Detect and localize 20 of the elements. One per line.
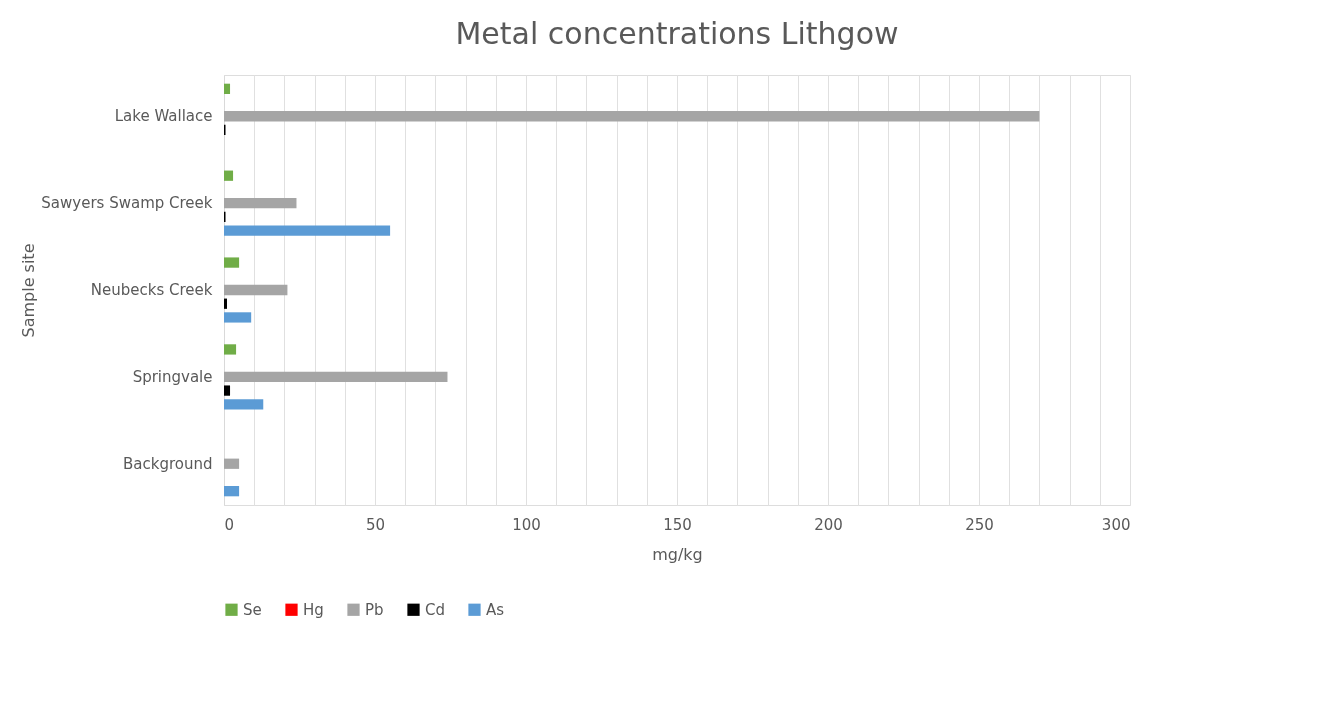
legend-label: Hg: [303, 600, 324, 619]
x-tick-label: 250: [965, 515, 994, 534]
chart-title: Metal concentrations Lithgow: [455, 16, 899, 51]
x-axis-title: mg/kg: [652, 544, 703, 564]
y-tick-label: Neubecks Creek: [90, 281, 213, 299]
y-tick-label: Springvale: [132, 367, 213, 386]
x-tick-label: 300: [1101, 515, 1131, 534]
x-tick-label: 150: [663, 515, 692, 534]
x-tick-label: 200: [814, 515, 843, 534]
legend-label: Pb: [365, 600, 384, 619]
legend-label: As: [486, 600, 505, 619]
y-tick-label: Sawyers Swamp Creek: [41, 194, 213, 213]
x-tick-label: 50: [365, 515, 386, 534]
y-tick-label: Lake Wallace: [114, 107, 213, 126]
x-tick-label: 0: [224, 515, 235, 534]
legend-label: Cd: [425, 600, 445, 619]
y-tick-label: Background: [123, 454, 213, 473]
y-axis-title: Sample site: [19, 243, 39, 338]
legend-label: Se: [243, 600, 262, 619]
x-tick-label: 100: [512, 515, 541, 534]
